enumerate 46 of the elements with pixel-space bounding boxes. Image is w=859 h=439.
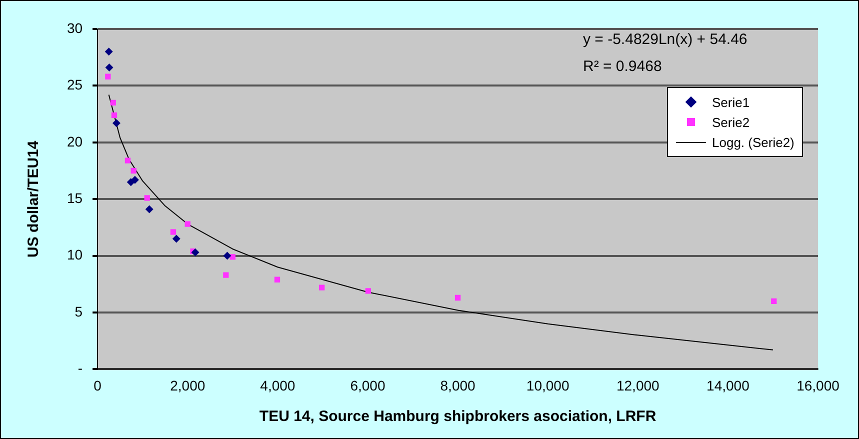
point xyxy=(170,229,176,235)
point xyxy=(105,64,114,72)
point xyxy=(223,252,232,260)
y-tick-label: - xyxy=(78,360,83,376)
annotation: y = -5.4829Ln(x) + 54.46 xyxy=(583,31,748,48)
point xyxy=(771,298,777,304)
point xyxy=(144,195,150,201)
y-tick-label: 30 xyxy=(66,20,83,36)
point xyxy=(130,168,136,174)
point xyxy=(172,234,180,243)
point xyxy=(112,119,120,128)
y-tick-label: 15 xyxy=(66,190,83,206)
y-tick-label: 10 xyxy=(66,246,83,263)
point xyxy=(274,276,280,282)
x-tick-label: 2,000 xyxy=(170,377,206,394)
x-tick-label: 6,000 xyxy=(350,377,386,394)
point xyxy=(223,272,229,278)
x-axis-title: TEU 14, Source Hamburg shipbrokers asociation, LRFR xyxy=(259,408,656,426)
legend-label: Serie2 xyxy=(712,114,750,130)
point xyxy=(454,294,461,301)
point xyxy=(230,254,236,260)
x-tick-label: 16,000 xyxy=(796,377,840,394)
point xyxy=(318,284,325,290)
y-axis-title: US dollar/TEU14 xyxy=(25,140,42,258)
x-tick-label: 0 xyxy=(94,377,102,394)
y-tick-label: 20 xyxy=(66,133,83,150)
x-tick-label: 10,000 xyxy=(526,377,570,394)
x-tick-label: 8,000 xyxy=(440,377,476,394)
y-tick-label: 25 xyxy=(66,76,83,93)
point xyxy=(184,221,190,227)
x-tick-label: 14,000 xyxy=(706,377,750,394)
point xyxy=(124,158,131,164)
point xyxy=(145,205,154,214)
point xyxy=(111,112,118,118)
point xyxy=(104,48,113,56)
legend-label: Serie1 xyxy=(712,94,750,110)
x-tick-label: 12,000 xyxy=(616,377,660,394)
point xyxy=(130,176,139,184)
legend-label: Logg. (Serie2) xyxy=(712,134,794,150)
point xyxy=(105,74,111,80)
point xyxy=(365,288,372,294)
point xyxy=(191,248,200,256)
y-tick-label: 5 xyxy=(74,303,83,320)
point xyxy=(110,100,116,106)
x-tick-label: 4,000 xyxy=(260,377,296,394)
annotation: R² = 0.9468 xyxy=(583,58,662,75)
